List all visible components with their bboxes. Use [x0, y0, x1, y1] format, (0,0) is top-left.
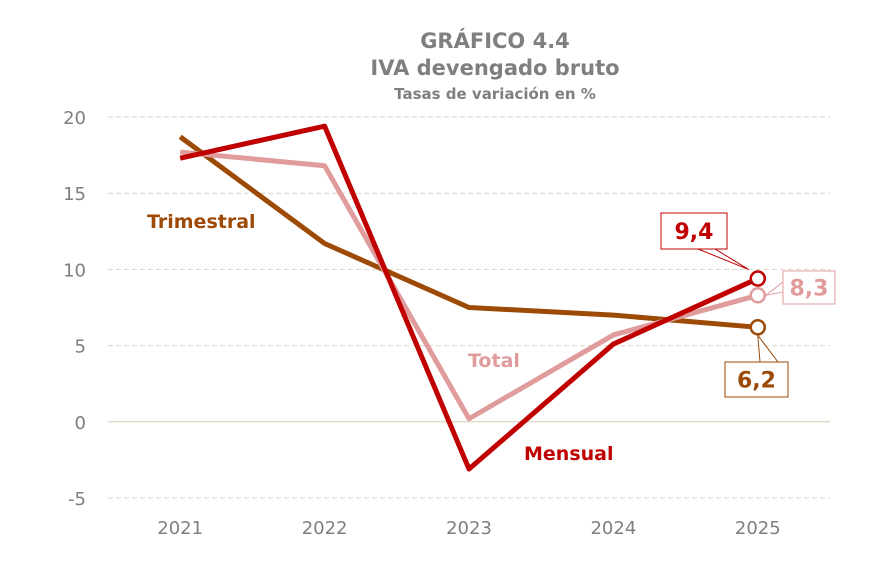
x-tick-label: 2023 [446, 518, 492, 539]
chart-subtitle-units: Tasas de variación en % [394, 85, 596, 103]
x-tick-label: 2022 [302, 518, 348, 539]
end-marker-mensual [749, 270, 767, 287]
x-tick-label: 2021 [157, 518, 203, 539]
end-value-label-mensual: 9,4 [675, 220, 714, 245]
chart-subtitle: IVA devengado bruto [370, 56, 619, 80]
end-value-label-total: 8,3 [790, 277, 829, 302]
callout-pointer [757, 333, 780, 363]
series-label-total: Total [468, 350, 520, 372]
x-tick-label: 2024 [590, 518, 636, 539]
callout-pointer [697, 248, 750, 271]
end-marker-total [749, 287, 767, 304]
chart-title: GRÁFICO 4.4 [420, 28, 570, 53]
y-tick-label: -5 [68, 489, 86, 510]
y-tick-label: 20 [63, 108, 86, 129]
callout-box [724, 361, 789, 398]
y-tick-label: 15 [63, 184, 86, 205]
callout-pointer [765, 280, 784, 296]
end-marker-trimestral [749, 319, 767, 336]
end-value-label-trimestral: 6,2 [737, 369, 776, 394]
y-tick-label: 5 [75, 337, 86, 358]
y-tick-label: 10 [63, 260, 86, 281]
callout-box [782, 270, 836, 305]
series-label-trimestral: Trimestral [147, 211, 256, 233]
series-line-mensual [179, 123, 759, 472]
series-label-mensual: Mensual [524, 443, 614, 465]
callout-box [660, 212, 728, 250]
x-tick-label: 2025 [735, 518, 781, 539]
y-tick-label: 0 [75, 413, 86, 434]
series-line-total [179, 149, 759, 422]
